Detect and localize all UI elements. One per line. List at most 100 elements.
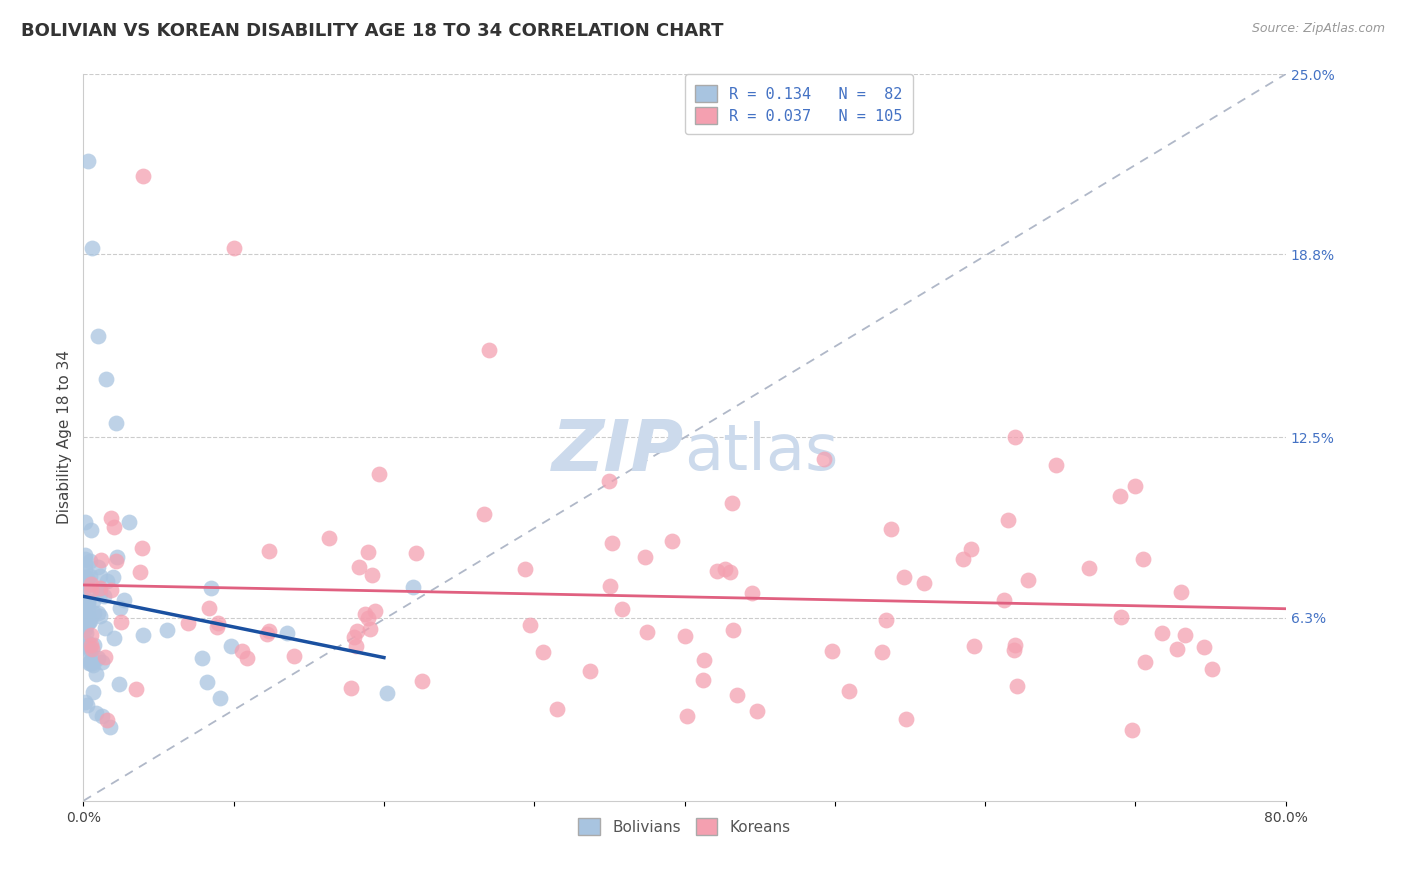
Point bbox=[94, 621, 117, 635]
Point bbox=[80, 642, 103, 657]
Point bbox=[83, 638, 105, 652]
Point bbox=[912, 575, 935, 590]
Point bbox=[673, 629, 696, 643]
Point bbox=[195, 675, 218, 690]
Point bbox=[87, 651, 110, 665]
Point bbox=[318, 531, 340, 545]
Point bbox=[87, 559, 110, 574]
Point bbox=[73, 579, 96, 593]
Point bbox=[75, 515, 97, 529]
Point bbox=[367, 467, 389, 481]
Point bbox=[952, 552, 974, 566]
Point bbox=[876, 613, 898, 627]
Point bbox=[91, 709, 114, 723]
Point bbox=[112, 592, 135, 607]
Point bbox=[343, 630, 366, 644]
Point bbox=[79, 614, 101, 628]
Text: Source: ZipAtlas.com: Source: ZipAtlas.com bbox=[1251, 22, 1385, 36]
Point bbox=[821, 643, 844, 657]
Point bbox=[77, 642, 100, 657]
Point bbox=[76, 154, 98, 169]
Point bbox=[84, 706, 107, 720]
Point bbox=[353, 607, 375, 621]
Point bbox=[82, 684, 104, 698]
Point bbox=[610, 602, 633, 616]
Point bbox=[76, 571, 98, 585]
Point bbox=[79, 569, 101, 583]
Point bbox=[198, 600, 221, 615]
Point bbox=[83, 606, 105, 620]
Point bbox=[77, 611, 100, 625]
Point bbox=[997, 513, 1019, 527]
Point bbox=[1135, 656, 1157, 670]
Point bbox=[713, 562, 735, 576]
Point bbox=[79, 523, 101, 537]
Point bbox=[693, 653, 716, 667]
Point bbox=[1150, 625, 1173, 640]
Point bbox=[73, 609, 96, 624]
Point bbox=[813, 451, 835, 466]
Point bbox=[80, 638, 103, 652]
Point bbox=[963, 639, 986, 653]
Point bbox=[79, 647, 101, 661]
Point bbox=[128, 565, 150, 579]
Point bbox=[634, 550, 657, 565]
Point bbox=[725, 688, 748, 702]
Point bbox=[1132, 551, 1154, 566]
Point bbox=[411, 673, 433, 688]
Point bbox=[80, 577, 103, 591]
Point bbox=[100, 511, 122, 525]
Point bbox=[93, 589, 115, 603]
Point bbox=[872, 645, 894, 659]
Point bbox=[1123, 478, 1146, 492]
Point bbox=[402, 580, 425, 594]
Point bbox=[598, 474, 620, 488]
Point bbox=[80, 582, 103, 597]
Point bbox=[76, 698, 98, 712]
Point bbox=[77, 638, 100, 652]
Point bbox=[76, 615, 98, 630]
Point bbox=[405, 546, 427, 560]
Point bbox=[236, 650, 259, 665]
Point bbox=[191, 650, 214, 665]
Point bbox=[75, 581, 97, 595]
Point bbox=[283, 648, 305, 663]
Point bbox=[1078, 561, 1101, 575]
Point bbox=[79, 614, 101, 628]
Point bbox=[1017, 573, 1039, 587]
Point bbox=[89, 569, 111, 583]
Point bbox=[103, 631, 125, 645]
Point bbox=[79, 656, 101, 670]
Point bbox=[721, 623, 744, 637]
Point bbox=[377, 686, 399, 700]
Point bbox=[257, 624, 280, 638]
Point bbox=[87, 328, 110, 343]
Point bbox=[340, 681, 363, 695]
Point bbox=[82, 657, 104, 672]
Point bbox=[94, 649, 117, 664]
Point bbox=[156, 623, 179, 637]
Point bbox=[364, 603, 387, 617]
Point bbox=[960, 542, 983, 557]
Point bbox=[103, 570, 125, 584]
Point bbox=[124, 681, 146, 696]
Point bbox=[346, 624, 368, 638]
Point bbox=[519, 618, 541, 632]
Point bbox=[80, 628, 103, 642]
Point bbox=[676, 708, 699, 723]
Point bbox=[993, 593, 1015, 607]
Point bbox=[73, 695, 96, 709]
Point bbox=[75, 557, 97, 571]
Point bbox=[77, 600, 100, 615]
Point bbox=[75, 570, 97, 584]
Point bbox=[90, 553, 112, 567]
Point bbox=[361, 568, 384, 582]
Point bbox=[357, 545, 380, 559]
Point bbox=[1170, 585, 1192, 599]
Point bbox=[1109, 489, 1132, 503]
Point bbox=[87, 606, 110, 620]
Point bbox=[76, 574, 98, 588]
Point bbox=[1045, 458, 1067, 473]
Point bbox=[73, 599, 96, 614]
Point bbox=[579, 665, 602, 679]
